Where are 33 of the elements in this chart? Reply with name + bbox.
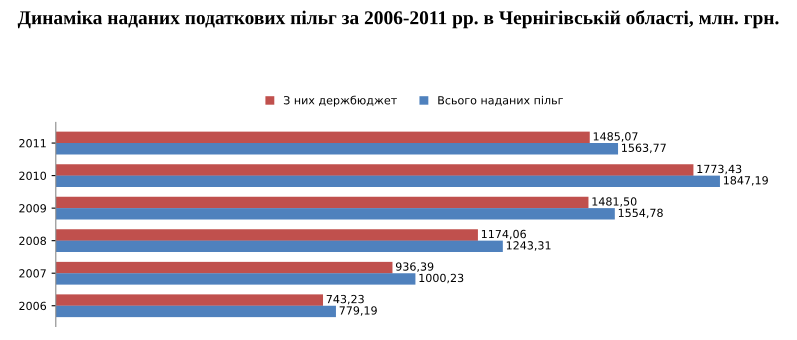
data-label: 1773,43 bbox=[697, 164, 742, 174]
chart-title: Динаміка наданих податкових пільг за 2006-2011 рр. в Чернігівській області, млн. грн. bbox=[18, 10, 779, 28]
bar bbox=[56, 273, 416, 285]
data-label: 1000,23 bbox=[419, 274, 464, 284]
data-label: 1563,77 bbox=[622, 144, 666, 154]
y-tick-label: 2009 bbox=[19, 204, 46, 213]
bar bbox=[56, 176, 720, 187]
y-tick-label: 2011 bbox=[19, 139, 46, 148]
bar bbox=[56, 240, 503, 252]
bar bbox=[56, 229, 478, 241]
data-label: 1485,07 bbox=[594, 132, 638, 142]
y-tick-label: 2008 bbox=[19, 236, 46, 246]
data-label: 743,23 bbox=[326, 294, 364, 304]
data-label: 779,19 bbox=[340, 306, 377, 316]
legend-label: Всього наданих пільг bbox=[438, 96, 563, 106]
bar bbox=[56, 143, 618, 154]
bar bbox=[56, 196, 588, 208]
data-label: 1847,19 bbox=[724, 176, 768, 186]
legend-label: З них держбюджет bbox=[284, 96, 397, 107]
y-tick-label: 2006 bbox=[19, 302, 46, 310]
bar bbox=[56, 306, 336, 318]
bar bbox=[56, 208, 615, 220]
data-label: 1481,50 bbox=[592, 197, 636, 207]
data-label: 1174,06 bbox=[482, 230, 526, 240]
y-tick-label: 2007 bbox=[19, 269, 46, 278]
data-label: 1554,78 bbox=[618, 208, 663, 218]
bar bbox=[56, 164, 694, 176]
y-tick-label: 2010 bbox=[19, 172, 46, 180]
data-label: 1243,31 bbox=[506, 241, 551, 251]
bar bbox=[56, 294, 324, 306]
bar bbox=[56, 262, 392, 274]
data-label: 936,39 bbox=[396, 262, 434, 272]
bar bbox=[56, 132, 590, 144]
